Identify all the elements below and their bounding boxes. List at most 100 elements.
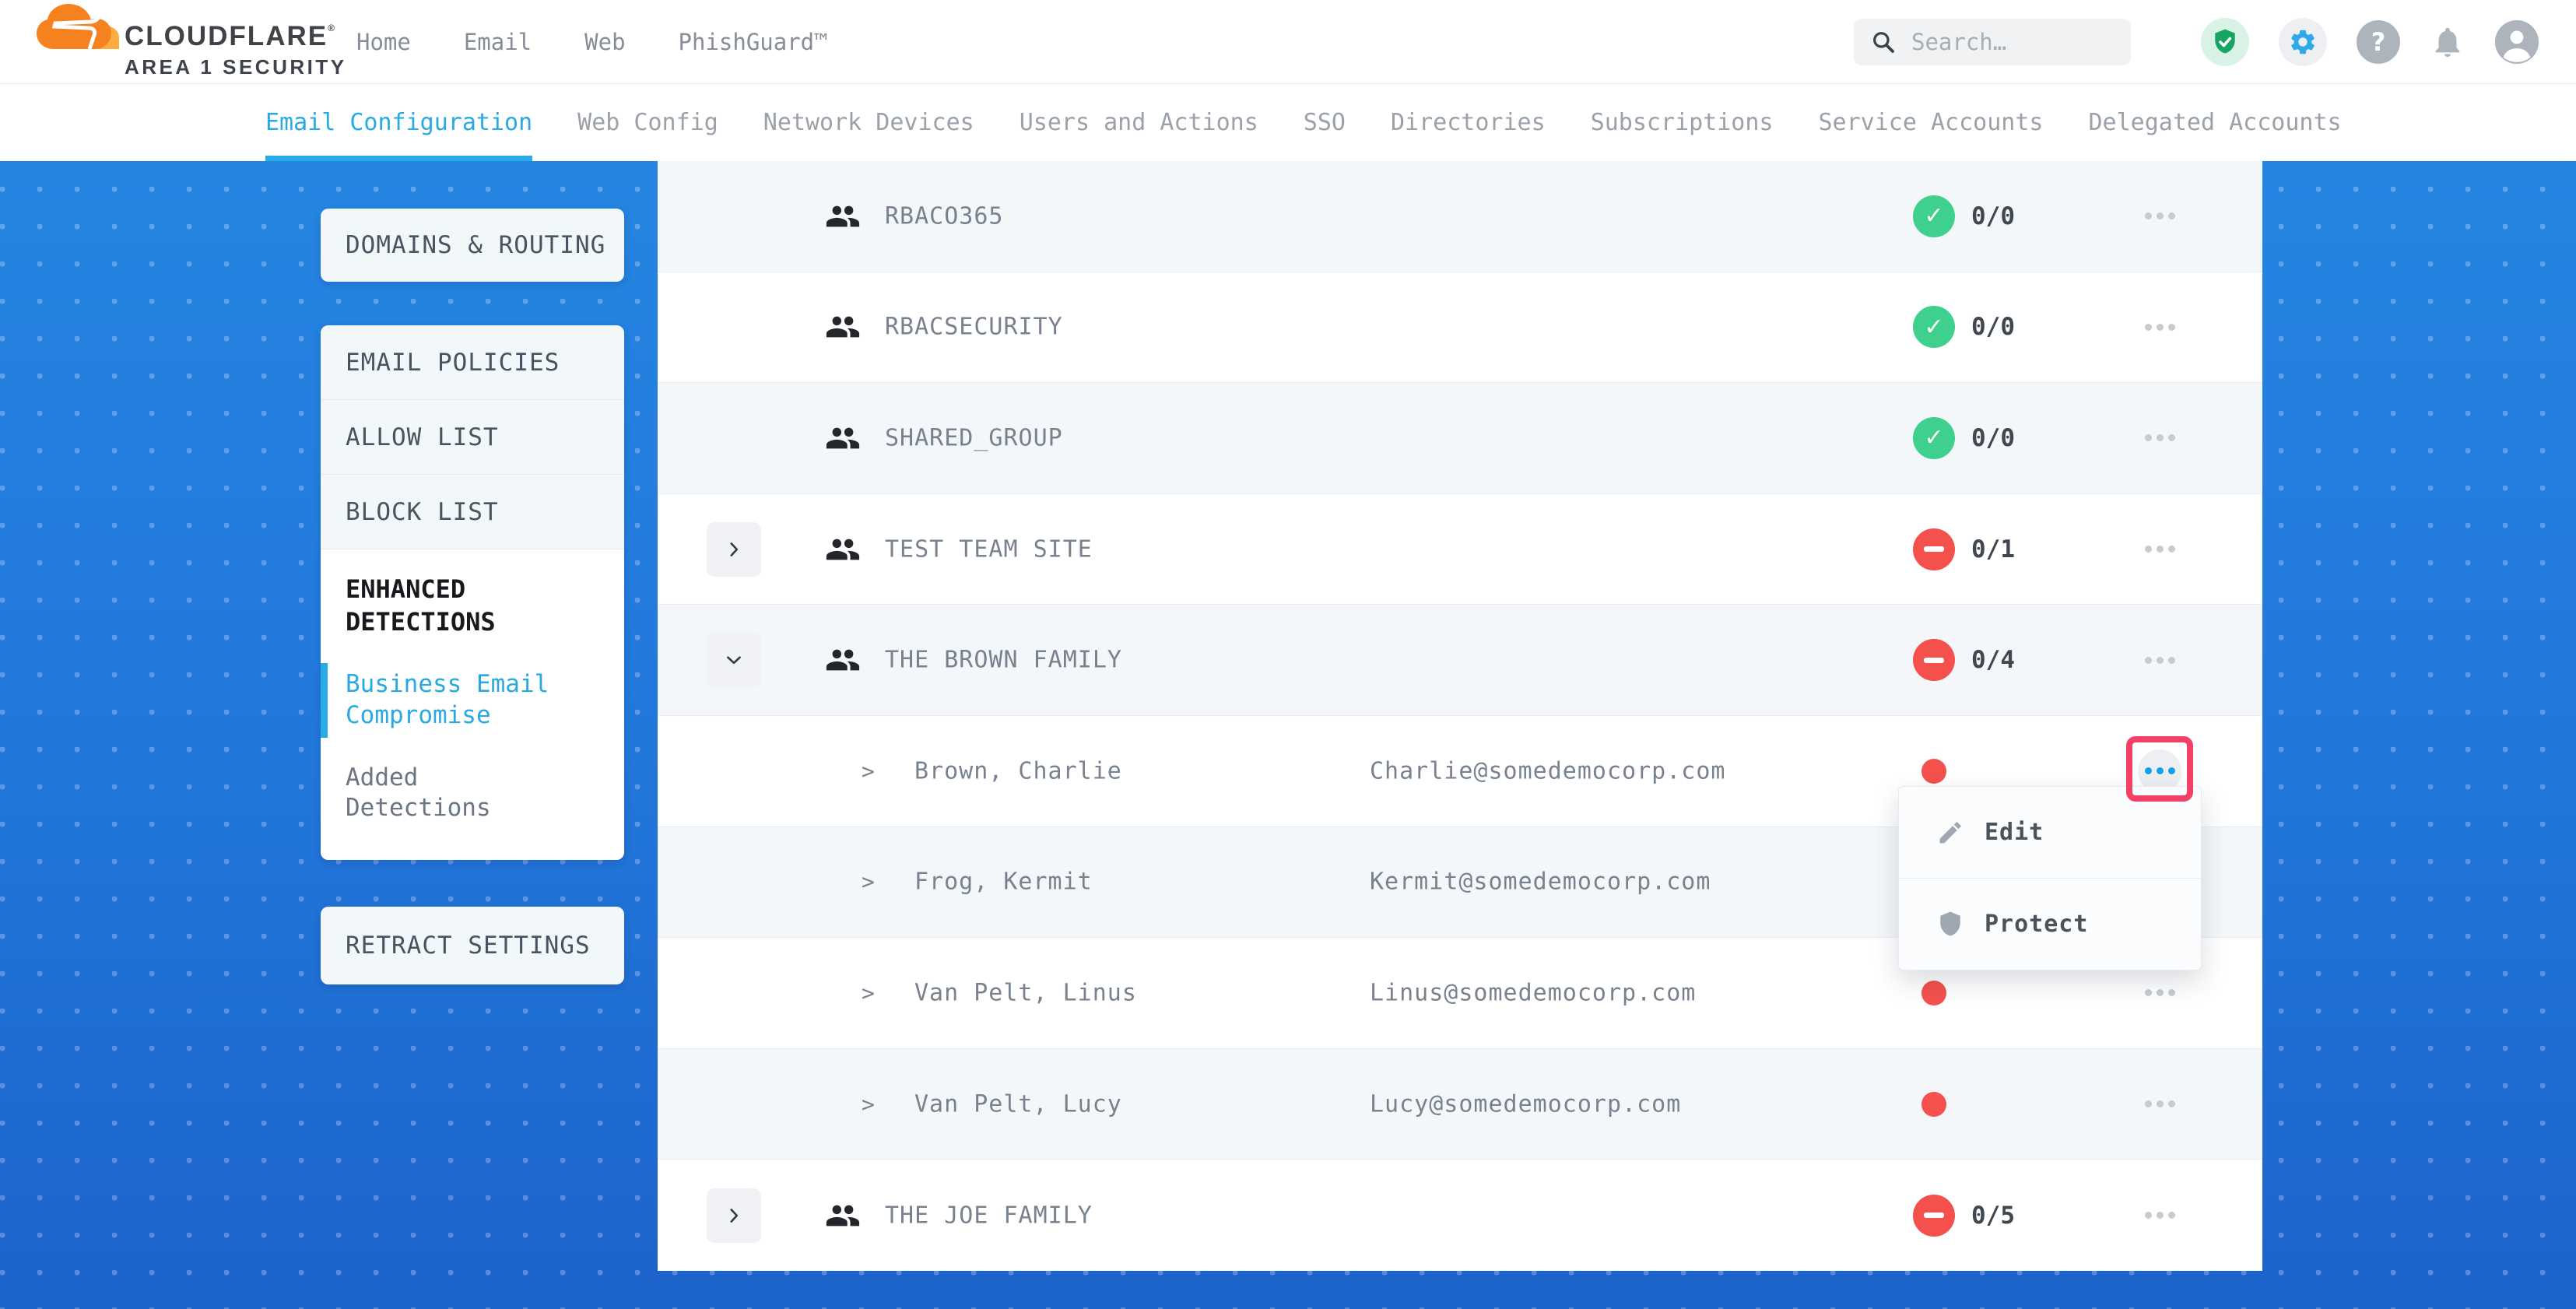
tab-sso[interactable]: SSO — [1303, 109, 1346, 136]
user-name: Brown, Charlie — [914, 757, 1122, 785]
tab-network-devices[interactable]: Network Devices — [763, 109, 974, 136]
group-name: SHARED_GROUP — [885, 424, 1063, 452]
status-badge: ✓ — [1913, 528, 1955, 570]
help-icon[interactable]: ? — [2357, 19, 2400, 64]
table-row-group: RBACO365 ✓ 0/0 — [658, 161, 2262, 272]
expand-toggle-button[interactable] — [707, 521, 761, 577]
group-name: THE BROWN FAMILY — [885, 646, 1122, 674]
brand-wordmark: CLOUDFLARE® AREA 1 SECURITY — [125, 21, 347, 79]
table-row-group: SHARED_GROUP ✓ 0/0 — [658, 383, 2262, 494]
table-row-group: RBACSECURITY ✓ 0/0 — [658, 272, 2262, 384]
nav-home[interactable]: Home — [356, 28, 411, 55]
user-email: Kermit@somedemocorp.com — [1370, 868, 1711, 896]
sidebar-item-domains-routing[interactable]: DOMAINS & ROUTING — [321, 209, 624, 282]
tab-delegated-accounts[interactable]: Delegated Accounts — [2088, 109, 2342, 136]
protected-count: 0/4 — [1971, 646, 2015, 675]
group-name: RBACO365 — [885, 202, 1004, 230]
table-row-group: THE BROWN FAMILY ✓ 0/4 — [658, 605, 2262, 716]
user-email: Charlie@somedemocorp.com — [1370, 757, 1726, 785]
sidebar-item-retract-settings[interactable]: RETRACT SETTINGS — [321, 907, 624, 984]
search-placeholder: Search… — [1911, 28, 2007, 55]
row-actions-button[interactable] — [2136, 1081, 2183, 1128]
table-row-user: > Van Pelt, Linus Linus@somedemocorp.com — [658, 938, 2262, 1049]
enhanced-detections-heading: ENHANCED DETECTIONS — [346, 574, 496, 637]
user-name: Frog, Kermit — [914, 868, 1093, 896]
chevron-right-icon[interactable]: > — [862, 758, 875, 784]
sidebar-item-block-list[interactable]: BLOCK LIST — [321, 475, 624, 549]
notifications-bell-icon[interactable] — [2430, 24, 2465, 60]
status-badge: ✓ — [1913, 1194, 1955, 1237]
tab-web-config[interactable]: Web Config — [577, 109, 718, 136]
row-actions-button[interactable] — [2136, 304, 2183, 350]
protected-count: 0/1 — [1971, 535, 2015, 563]
top-nav: Home Email Web PhishGuard™ — [356, 0, 828, 83]
chevron-icon — [727, 656, 741, 665]
sidebar-item-added-detections[interactable]: Added Detections — [346, 763, 491, 823]
app-header: CLOUDFLARE® AREA 1 SECURITY Home Email W… — [0, 0, 2576, 84]
protected-count: 0/0 — [1971, 202, 2015, 230]
status-dot — [1921, 1091, 1946, 1117]
settings-gear-icon[interactable] — [2279, 17, 2327, 66]
chevron-right-icon[interactable]: > — [862, 980, 875, 1006]
row-actions-button[interactable] — [2136, 193, 2183, 240]
tab-service-accounts[interactable]: Service Accounts — [1818, 109, 2044, 136]
protected-count: 0/5 — [1971, 1201, 2015, 1230]
tab-subscriptions[interactable]: Subscriptions — [1590, 109, 1774, 136]
enhanced-detections-section: ENHANCED DETECTIONS Business Email Compr… — [321, 549, 624, 861]
tab-users-and-actions[interactable]: Users and Actions — [1019, 109, 1258, 136]
row-actions-button[interactable] — [2136, 415, 2183, 461]
nav-email[interactable]: Email — [463, 28, 532, 55]
pencil-icon — [1939, 821, 1961, 843]
user-email: Linus@somedemocorp.com — [1370, 979, 1697, 1007]
chevron-right-icon[interactable]: > — [862, 1091, 875, 1118]
protected-count: 0/0 — [1971, 313, 2015, 342]
menu-item-edit-label: Edit — [1985, 819, 2044, 846]
status-badge: ✓ — [1913, 639, 1955, 682]
group-people-icon — [825, 642, 861, 678]
nav-web[interactable]: Web — [584, 28, 626, 55]
menu-item-protect-label: Protect — [1985, 911, 2089, 938]
user-avatar-icon[interactable] — [2495, 19, 2539, 64]
row-actions-menu: Edit Protect — [1898, 786, 2202, 970]
retract-settings-label: RETRACT SETTINGS — [346, 932, 591, 960]
group-name: RBACSECURITY — [885, 313, 1063, 341]
group-people-icon — [825, 309, 861, 345]
row-actions-button[interactable] — [2136, 526, 2183, 573]
expand-toggle-button[interactable] — [707, 1188, 761, 1243]
chevron-right-icon[interactable]: > — [862, 869, 875, 895]
protected-count: 0/0 — [1971, 423, 2015, 452]
table-row-group: THE JOE FAMILY ✓ 0/5 — [658, 1160, 2262, 1271]
domains-routing-label: DOMAINS & ROUTING — [346, 231, 606, 259]
row-actions-button[interactable] — [2136, 970, 2183, 1016]
cloudflare-logo[interactable]: CLOUDFLARE® AREA 1 SECURITY — [35, 2, 344, 79]
menu-item-edit[interactable]: Edit — [1899, 787, 2201, 879]
groups-table: RBACO365 ✓ 0/0 RBACSECURITY ✓ 0/0 SHARED… — [658, 161, 2262, 1271]
group-people-icon — [825, 532, 861, 567]
group-name: TEST TEAM SITE — [885, 535, 1093, 563]
section-tabs: Email Configuration Web Config Network D… — [0, 84, 2576, 161]
sidebar-item-allow-list[interactable]: ALLOW LIST — [321, 400, 624, 475]
status-dot — [1921, 758, 1946, 784]
header-actions: Search… ? — [1854, 0, 2539, 83]
sidebar-item-business-email-compromise[interactable]: Business Email Compromise — [321, 663, 563, 739]
nav-phishguard[interactable]: PhishGuard™ — [678, 28, 828, 55]
cloudflare-cloud-icon — [35, 2, 119, 50]
sidebar-policies-card: EMAIL POLICIES ALLOW LIST BLOCK LIST ENH… — [321, 325, 624, 861]
row-actions-button[interactable] — [2136, 637, 2183, 683]
security-shield-check-icon[interactable] — [2201, 17, 2249, 66]
group-people-icon — [825, 198, 861, 234]
table-row-user: > Van Pelt, Lucy Lucy@somedemocorp.com — [658, 1048, 2262, 1160]
tab-email-configuration[interactable]: Email Configuration — [265, 84, 533, 161]
menu-item-protect[interactable]: Protect — [1899, 879, 2201, 970]
row-actions-button[interactable] — [2138, 749, 2181, 793]
expand-toggle-button[interactable] — [707, 633, 761, 688]
chevron-icon — [730, 542, 739, 556]
tab-directories[interactable]: Directories — [1390, 109, 1546, 136]
status-badge: ✓ — [1913, 306, 1955, 349]
shield-icon — [1940, 911, 1960, 936]
row-actions-button[interactable] — [2136, 1192, 2183, 1239]
search-input[interactable]: Search… — [1854, 18, 2131, 65]
sidebar-item-email-policies[interactable]: EMAIL POLICIES — [321, 325, 624, 400]
group-name: THE JOE FAMILY — [885, 1202, 1093, 1230]
group-people-icon — [825, 420, 861, 456]
